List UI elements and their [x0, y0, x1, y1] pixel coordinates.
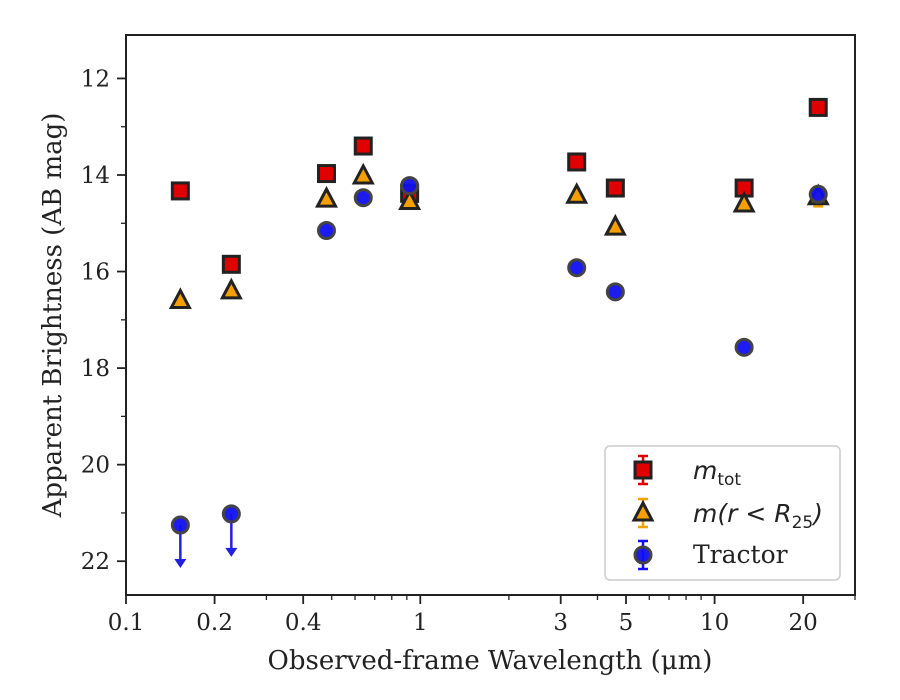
data-point-mtot [605, 178, 625, 198]
data-point-tractor [400, 176, 420, 196]
plot-frame [125, 34, 856, 596]
data-point-mtot [221, 254, 241, 274]
data-point-tractor [808, 184, 828, 204]
data-point-tractor [734, 337, 754, 357]
x-tick-label: 0.4 [285, 610, 322, 636]
legend-marker-mtot [633, 460, 653, 480]
legend-label-mtot: mtot [693, 456, 741, 490]
legend-box [604, 445, 841, 581]
data-point-tractor [353, 188, 373, 208]
upper-limit-arrow-head [225, 547, 238, 557]
legend-label-mr25-main: m(r < R [693, 499, 792, 528]
y-tick-label: 14 [81, 163, 110, 189]
y-tick-label: 20 [81, 453, 110, 479]
y-tick-label: 12 [81, 66, 110, 92]
data-point-mr25 [219, 277, 243, 300]
legend-label-tractor: Tractor [693, 540, 788, 569]
y-tick-label: 22 [81, 549, 110, 575]
data-point-mtot [353, 136, 373, 156]
data-point-mr25 [398, 188, 422, 211]
data-point-mr25 [351, 162, 375, 185]
x-axis-label: Observed-frame Wavelength (μm) [268, 646, 713, 676]
legend-label-mr25-subscript: 25 [792, 513, 814, 533]
x-tick-label: 1 [413, 610, 428, 636]
y-axis-label: Apparent Brightness (AB mag) [38, 113, 68, 519]
data-point-mtot [808, 97, 828, 117]
data-point-tractor [170, 515, 190, 535]
legend: mtot m(r < R25) Tractor [604, 445, 841, 581]
data-point-mtot [316, 164, 336, 184]
data-point-tractor [567, 258, 587, 278]
upper-limit-arrow-head [174, 559, 187, 568]
data-point-mr25 [603, 213, 627, 236]
legend-label-mtot-main: m [693, 456, 717, 485]
axis-tick-labels: 0.1 0.2 0.4 1 3 5 10 20 12 14 16 18 20 22 [81, 66, 818, 636]
legend-marker-tractor [633, 545, 653, 565]
data-point-tractor [316, 221, 336, 241]
x-tick-label: 0.1 [108, 610, 145, 636]
data-point-mr25 [168, 287, 192, 310]
x-tick-label: 3 [553, 610, 568, 636]
legend-label-mtot-subscript: tot [717, 470, 741, 490]
y-tick-label: 16 [81, 260, 110, 286]
data-point-mtot [567, 152, 587, 172]
legend-label-mr25: m(r < R25) [693, 499, 823, 533]
legend-symbols [631, 454, 655, 571]
data-point-mr25 [565, 182, 589, 204]
legend-marker-mr25 [631, 499, 655, 522]
data-point-tractor [605, 282, 625, 302]
x-tick-label: 0.2 [196, 610, 233, 636]
data-marks [168, 97, 830, 568]
x-tick-label: 20 [789, 610, 818, 636]
data-point-mtot [170, 181, 190, 201]
y-tick-label: 18 [81, 356, 110, 382]
data-point-mr25 [314, 185, 338, 208]
legend-label-mr25-close-paren: ) [811, 499, 823, 528]
data-point-tractor [221, 504, 241, 524]
data-point-mr25 [732, 190, 756, 213]
x-tick-label: 5 [619, 610, 634, 636]
x-tick-label: 10 [700, 610, 729, 636]
